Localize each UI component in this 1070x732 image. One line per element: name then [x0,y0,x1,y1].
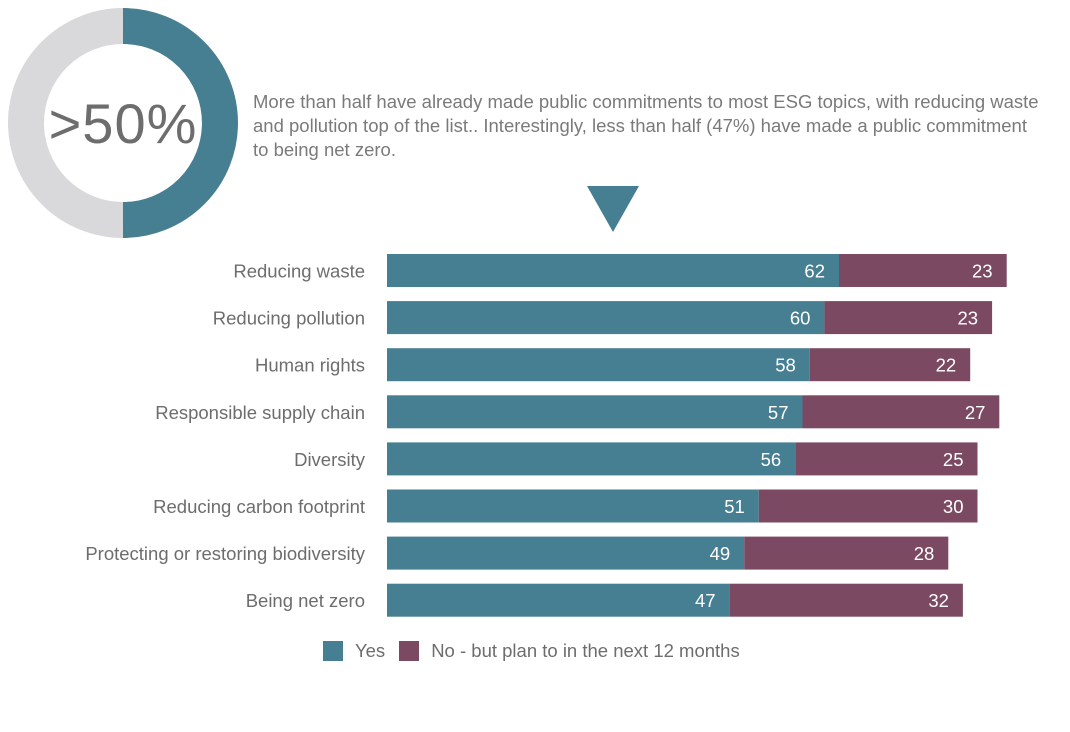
bar-no [839,254,1007,287]
bar-no [744,536,949,570]
bar-yes [387,395,803,429]
data-label-yes: 56 [761,449,782,470]
data-label-yes: 51 [724,496,745,517]
category-label: Reducing carbon footprint [153,496,365,517]
data-label-yes: 49 [710,543,731,564]
category-label: Human rights [255,355,365,376]
bar-yes [387,583,730,617]
bar-yes [387,536,745,570]
down-arrow-icon [587,186,639,232]
data-label-no: 32 [928,590,949,611]
bar-no [802,395,1000,429]
data-label-yes: 62 [804,261,825,282]
category-label: Being net zero [246,590,365,611]
bar-no [729,583,963,617]
bar-no [809,348,971,382]
bar-yes [387,348,810,382]
legend-swatch-no [399,641,420,661]
stacked-bar-chart: Reducing waste 62 23 Reducing pollution 60 23… [85,254,1007,617]
bar-yes [387,254,839,287]
legend-label-yes: Yes [355,640,386,661]
data-label-no: 23 [958,308,979,329]
bar-no [824,301,993,335]
bar-no [758,489,978,523]
data-label-no: 25 [943,449,964,470]
category-label: Diversity [294,449,366,470]
data-label-no: 23 [972,261,993,282]
data-label-no: 28 [914,543,935,564]
bar-yes [387,301,825,335]
headline-donut [8,8,238,238]
legend-swatch-yes [323,641,343,661]
chart-legend: Yes No - but plan to in the next 12 mont… [323,640,754,662]
category-label: Reducing waste [233,261,365,282]
donut-filled-arc [122,8,238,238]
bar-no [795,442,978,476]
data-label-no: 27 [965,402,986,423]
headline-stat: >50% [48,91,198,155]
bar-yes [387,489,759,523]
legend-label-no: No - but plan to in the next 12 months [431,640,740,661]
headline-text: More than half have already made public … [253,91,1039,160]
data-label-yes: 47 [695,590,716,611]
category-label: Protecting or restoring biodiversity [85,543,365,564]
data-label-yes: 58 [775,355,796,376]
data-label-yes: 60 [790,308,811,329]
data-label-no: 30 [943,496,964,517]
bar-yes [387,442,796,476]
data-label-no: 22 [936,355,957,376]
category-label: Reducing pollution [213,308,365,329]
data-label-yes: 57 [768,402,789,423]
category-label: Responsible supply chain [155,402,365,423]
